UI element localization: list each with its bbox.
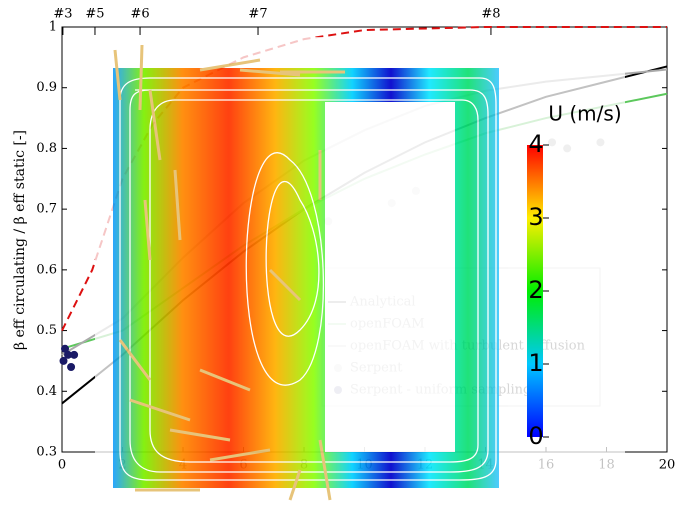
wall: [325, 102, 455, 452]
colorbar-tick-label: 1: [528, 349, 543, 377]
top-tick-label: #7: [248, 7, 267, 22]
y-axis-label: β eff circulating / β eff static [-]: [12, 130, 28, 350]
colorbar-title: U (m/s): [548, 102, 621, 126]
x-tick-label: 20: [659, 458, 676, 473]
y-tick-label: 0.3: [36, 445, 57, 460]
top-tick-label: #8: [481, 7, 500, 22]
y-tick-label: 0.9: [36, 80, 57, 95]
y-tick-label: 0.6: [36, 262, 57, 277]
top-tick-label: #5: [85, 7, 104, 22]
y-tick-label: 0.4: [36, 384, 57, 399]
cfd-overlay: [95, 37, 625, 513]
colorbar-tick-label: 3: [528, 203, 543, 231]
data-point: [67, 363, 75, 371]
y-tick-label: 0.7: [36, 202, 57, 217]
y-tick-label: 0.8: [36, 141, 57, 156]
x-tick-label: 0: [58, 458, 66, 473]
data-point: [70, 351, 78, 359]
y-tick-label: 1: [49, 20, 57, 35]
top-tick-label: #3: [53, 7, 72, 22]
y-tick-label: 0.5: [36, 323, 57, 338]
colorbar-tick-label: 4: [528, 130, 543, 158]
colorbar-tick-label: 0: [528, 422, 543, 450]
colorbar-tick-label: 2: [528, 276, 543, 304]
top-tick-label: #6: [130, 7, 149, 22]
chart: 024681012141618200.30.40.50.60.70.80.91#…: [0, 0, 678, 513]
